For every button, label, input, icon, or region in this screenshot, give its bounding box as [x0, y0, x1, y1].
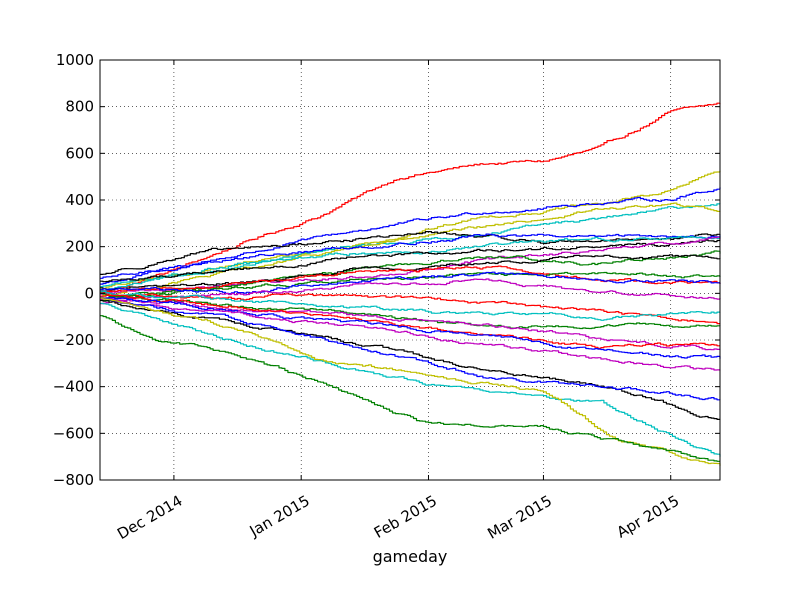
series-line-28	[100, 315, 720, 462]
series-line-16	[100, 278, 721, 300]
series-line-9	[100, 239, 721, 283]
y-tick-label: 1000	[56, 51, 94, 69]
series-line-7	[100, 233, 721, 279]
y-tick-label: 200	[65, 238, 94, 256]
series-line-26	[100, 302, 721, 457]
y-tick-label: 800	[65, 98, 94, 116]
y-tick-label: 600	[65, 144, 94, 162]
y-tick-label: 400	[65, 191, 94, 209]
series-line-22	[100, 297, 721, 359]
series-line-23	[100, 300, 721, 371]
series-line-6	[100, 231, 721, 275]
series-line-5	[100, 202, 721, 297]
series-line-13	[100, 265, 721, 293]
series-line-1	[100, 102, 721, 294]
series-line-3	[100, 187, 721, 285]
y-tick-label: −600	[53, 424, 94, 442]
series-line-27	[100, 297, 721, 466]
series-line-18	[100, 290, 721, 321]
series-line-25	[100, 296, 721, 401]
series-line-20	[100, 297, 721, 351]
series-line-21	[100, 294, 720, 349]
series-layer	[100, 102, 721, 466]
series-line-4	[100, 203, 721, 292]
y-tick-label: −800	[53, 471, 94, 489]
y-tick-label: −400	[53, 378, 94, 396]
x-axis-title: gameday	[373, 547, 448, 566]
y-axis: 1000 800 600 400 200 0 −200 −400 −600 −800	[53, 51, 720, 489]
plot-frame	[99, 59, 721, 481]
series-line-15	[100, 271, 721, 295]
y-tick-label: −200	[53, 331, 94, 349]
y-tick-label: 0	[84, 284, 94, 302]
